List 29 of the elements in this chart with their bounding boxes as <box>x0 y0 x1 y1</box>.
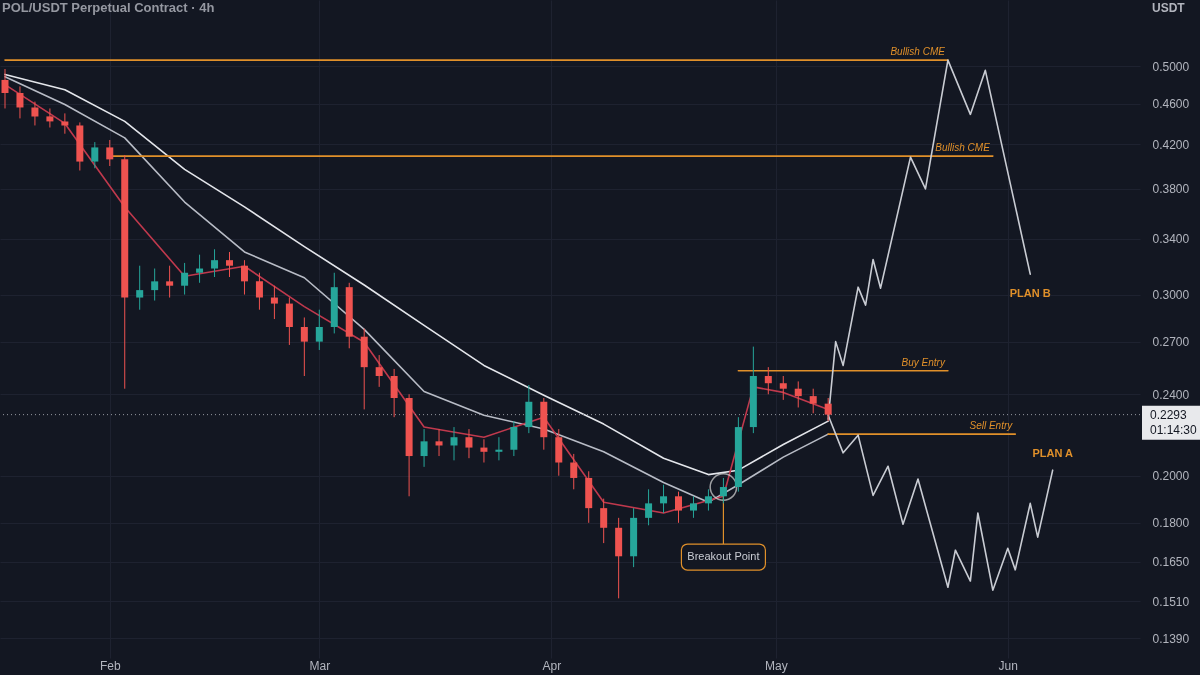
chart-title: POL/USDT Perpetual Contract · 4h <box>2 0 215 15</box>
annotation: PLAN B <box>1009 287 1051 300</box>
y-tick-label: 0.2000 <box>1152 469 1190 484</box>
y-tick-label: 0.1510 <box>1152 594 1190 609</box>
x-tick-label: Feb <box>99 658 121 673</box>
y-tick-label: 0.3800 <box>1152 182 1190 197</box>
x-tick-label: Mar <box>309 658 331 673</box>
series-label: Bullish CME <box>935 142 991 154</box>
y-tick-label: 0.2700 <box>1152 335 1190 350</box>
y-tick-label: 0.3400 <box>1152 232 1190 247</box>
y-tick-label: 0.4200 <box>1152 137 1190 152</box>
annotation: Breakout Point <box>687 550 760 563</box>
series-label: Bullish CME <box>890 46 946 58</box>
y-axis-title: USDT <box>1152 1 1186 15</box>
text: 01:14:30 <box>1150 422 1198 437</box>
y-tick-label: 0.4600 <box>1152 97 1190 112</box>
series-label: Sell Entry <box>969 420 1014 432</box>
y-tick-label: 0.1650 <box>1152 555 1190 570</box>
y-tick-label: 0.3000 <box>1152 288 1190 303</box>
y-tick-label: 0.5000 <box>1152 59 1190 74</box>
x-tick-label: Jun <box>998 658 1018 673</box>
x-tick-label: May <box>764 658 788 673</box>
y-tick-label: 0.2400 <box>1152 387 1190 402</box>
annotation: PLAN A <box>1032 447 1073 460</box>
series-label: Buy Entry <box>901 356 946 368</box>
x-tick-label: Apr <box>542 658 562 673</box>
ref-line-label: 0.2293 <box>1150 407 1188 422</box>
y-tick-label: 0.1800 <box>1152 516 1190 531</box>
y-tick-label: 0.1390 <box>1152 631 1190 646</box>
